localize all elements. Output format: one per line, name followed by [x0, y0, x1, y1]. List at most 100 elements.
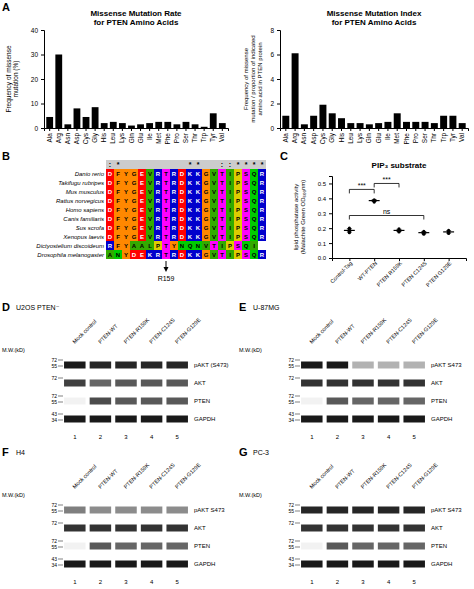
tick-mark — [41, 79, 44, 80]
residue: E — [140, 234, 144, 240]
mw-marker — [58, 559, 63, 560]
residue: F — [116, 189, 120, 195]
residue-cell — [178, 169, 186, 178]
residue-cell — [114, 241, 122, 250]
residue: F — [116, 216, 120, 222]
tick: PTEN G129E — [425, 258, 453, 288]
axis-line — [281, 129, 469, 132]
band — [64, 416, 86, 423]
tick: Ala — [282, 128, 289, 142]
residue: R — [260, 216, 265, 222]
tick-mark — [67, 128, 68, 131]
residue-cell — [258, 187, 266, 196]
title: Missense Mutation Ratefor PTEN Amino Aci… — [90, 9, 182, 27]
tick-mark — [277, 104, 280, 105]
bars — [46, 55, 225, 129]
band-label: pAKT S473 — [194, 507, 225, 513]
residue: T — [220, 207, 224, 213]
species-name: Drosophila melanogaster — [37, 252, 105, 258]
bar — [319, 105, 326, 128]
panel-label: B — [2, 150, 10, 162]
residue: T — [164, 234, 168, 240]
residue-cell — [146, 232, 154, 241]
mw-marker — [295, 396, 300, 397]
mw-marker — [58, 523, 63, 524]
residue: D — [108, 234, 113, 240]
residue: R — [260, 198, 265, 204]
residue: I — [229, 207, 231, 213]
lane-header: Mock control — [71, 463, 97, 489]
mw-label: 55 — [51, 399, 57, 405]
residue-cell — [218, 169, 226, 178]
mw-label: 55 — [51, 508, 57, 514]
tick: Pro — [412, 128, 419, 143]
residue: Y — [124, 225, 128, 231]
residue-cell — [106, 223, 114, 232]
species-name: Takifugu rubripes — [58, 180, 104, 186]
band-label: PTEN — [194, 398, 210, 404]
band-label: AKT — [431, 525, 443, 531]
bar — [329, 113, 336, 128]
tick-mark — [277, 30, 280, 31]
residue: Q — [252, 189, 257, 195]
residue: T — [220, 171, 224, 177]
lane-number: 4 — [387, 434, 391, 440]
residue-cell — [234, 241, 242, 250]
tick: Val — [458, 128, 465, 142]
tick-label: Leu — [109, 133, 116, 144]
tick-label: 0.1 — [318, 241, 327, 247]
lane-number: 3 — [361, 434, 365, 440]
band — [352, 398, 374, 405]
residue-cell — [194, 223, 202, 232]
band — [141, 507, 163, 514]
tick-mark — [304, 128, 305, 131]
lane-number: 4 — [150, 579, 154, 585]
bar — [338, 118, 345, 128]
mw-marker — [58, 360, 63, 361]
title: PIP₃ substrate — [372, 161, 427, 170]
residue-cell — [114, 214, 122, 223]
title-line: PIP₃ substrate — [372, 161, 427, 170]
band — [301, 416, 323, 423]
residue-cell — [218, 250, 226, 259]
tick-label: 4 — [270, 76, 274, 83]
y-axis-title-line: mutation (%) — [12, 61, 20, 98]
tick-label: Val — [218, 132, 225, 141]
mw-marker — [295, 559, 300, 560]
error-cap — [347, 232, 352, 233]
tick-label: Trp — [440, 133, 448, 143]
residue-cell — [106, 250, 114, 259]
residue-cell — [210, 205, 218, 214]
error-cap — [397, 231, 402, 232]
band — [403, 380, 425, 387]
band — [327, 561, 349, 568]
band — [378, 525, 400, 532]
residue-cell — [178, 223, 186, 232]
band — [327, 362, 349, 369]
residue-cell — [234, 214, 242, 223]
residue-cell — [234, 250, 242, 259]
residue-cell — [154, 205, 162, 214]
residue: V — [212, 180, 216, 186]
residue-cell — [226, 178, 234, 187]
residue: G — [204, 207, 209, 213]
residue-cell — [186, 241, 194, 250]
residue-cell — [186, 169, 194, 178]
band — [141, 561, 163, 568]
residue-cell — [250, 187, 258, 196]
band — [166, 416, 188, 423]
residue: Q — [252, 198, 257, 204]
residue: I — [229, 189, 231, 195]
band — [141, 416, 163, 423]
bar — [459, 123, 466, 128]
blot-row — [64, 362, 188, 369]
tick: Ala — [46, 128, 53, 142]
mw-marker — [295, 541, 300, 542]
residue-cell — [170, 232, 178, 241]
bar — [119, 123, 126, 128]
tick-mark — [329, 198, 332, 199]
tick: Cys — [319, 128, 327, 144]
band — [403, 362, 425, 369]
residue: Q — [188, 243, 193, 249]
tick: Tyr — [449, 128, 457, 142]
